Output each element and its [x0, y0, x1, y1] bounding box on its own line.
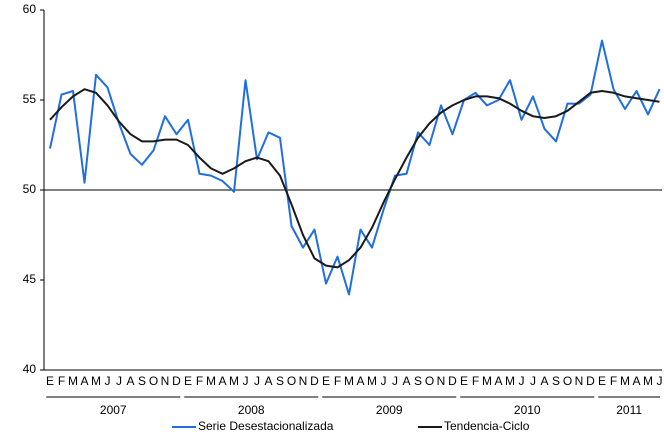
x-tick-label: J — [381, 374, 387, 388]
x-tick-label: A — [540, 374, 548, 388]
y-tick-label: 40 — [23, 362, 37, 376]
x-tick-label: J — [254, 374, 260, 388]
x-tick-label: M — [344, 374, 354, 388]
x-tick-label: E — [460, 374, 468, 388]
x-tick-label: F — [610, 374, 617, 388]
x-tick-label: F — [334, 374, 341, 388]
year-label: 2010 — [514, 403, 541, 417]
x-tick-label: A — [402, 374, 410, 388]
x-tick-label: J — [657, 374, 663, 388]
x-tick-label: O — [563, 374, 572, 388]
x-tick-label: D — [586, 374, 595, 388]
x-tick-label: J — [243, 374, 249, 388]
x-tick-label: M — [229, 374, 239, 388]
x-tick-label: M — [367, 374, 377, 388]
x-tick-label: M — [68, 374, 78, 388]
x-tick-label: J — [392, 374, 398, 388]
x-tick-label: D — [172, 374, 181, 388]
y-tick-label: 60 — [23, 2, 37, 16]
x-tick-label: N — [575, 374, 584, 388]
year-label: 2011 — [616, 403, 642, 417]
x-tick-label: S — [414, 374, 422, 388]
x-tick-label: M — [620, 374, 630, 388]
y-tick-label: 55 — [23, 92, 37, 106]
x-tick-label: J — [519, 374, 525, 388]
x-tick-label: A — [356, 374, 364, 388]
x-tick-label: F — [58, 374, 65, 388]
x-tick-label: S — [552, 374, 560, 388]
x-tick-label: O — [425, 374, 434, 388]
x-tick-label: O — [149, 374, 158, 388]
x-tick-label: S — [138, 374, 146, 388]
x-tick-label: F — [472, 374, 479, 388]
x-tick-label: M — [91, 374, 101, 388]
x-tick-label: N — [161, 374, 170, 388]
series-line — [49, 88, 660, 269]
x-tick-label: A — [218, 374, 226, 388]
series-line — [49, 39, 661, 296]
x-tick-label: M — [505, 374, 515, 388]
x-tick-label: F — [196, 374, 203, 388]
y-tick-label: 45 — [23, 272, 37, 286]
x-tick-label: D — [448, 374, 457, 388]
x-tick-label: O — [287, 374, 296, 388]
x-tick-label: E — [184, 374, 192, 388]
x-tick-label: N — [299, 374, 308, 388]
year-label: 2009 — [376, 403, 403, 417]
x-tick-label: A — [80, 374, 88, 388]
x-tick-label: J — [116, 374, 122, 388]
x-tick-label: E — [598, 374, 606, 388]
y-tick-label: 50 — [23, 182, 37, 196]
x-tick-label: A — [494, 374, 502, 388]
x-tick-label: A — [632, 374, 640, 388]
x-tick-label: E — [322, 374, 330, 388]
x-tick-label: D — [310, 374, 319, 388]
x-tick-label: M — [482, 374, 492, 388]
year-label: 2007 — [100, 403, 127, 417]
x-tick-label: A — [126, 374, 134, 388]
x-tick-label: M — [643, 374, 653, 388]
x-tick-label: N — [437, 374, 446, 388]
legend-label: Tendencia-Ciclo — [444, 419, 530, 433]
x-tick-label: M — [206, 374, 216, 388]
x-tick-label: J — [105, 374, 111, 388]
x-tick-label: J — [530, 374, 536, 388]
legend-label: Serie Desestacionalizada — [198, 419, 334, 433]
x-tick-label: A — [264, 374, 272, 388]
year-label: 2008 — [238, 403, 265, 417]
x-tick-label: E — [46, 374, 54, 388]
x-tick-label: S — [276, 374, 284, 388]
